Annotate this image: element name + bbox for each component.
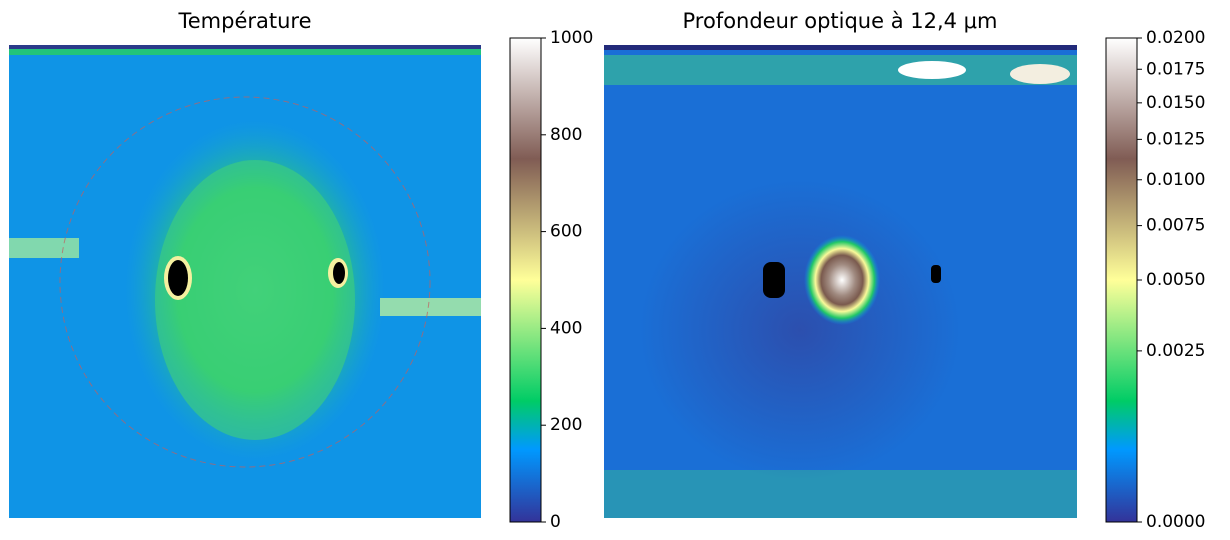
- colorbar-tick-label: 1000: [550, 28, 593, 48]
- colorbar-tick-label: 800: [550, 125, 582, 145]
- colorbar-tick-label: 0: [550, 512, 561, 532]
- chart-title: Température: [177, 9, 311, 33]
- colorbar: [509, 37, 542, 523]
- colorbar-tick-label: 600: [550, 222, 582, 242]
- colorbar-tick-label: 0.0125: [1146, 129, 1205, 149]
- colorbar-tick-label: 0.0075: [1146, 216, 1205, 236]
- colorbar-tick-label: 0.0200: [1146, 28, 1205, 48]
- colorbar-tick-label: 0.0025: [1146, 341, 1205, 361]
- colorbar-tick-label: 0.0050: [1146, 270, 1205, 290]
- chart-title: Profondeur optique à 12,4 μm: [682, 9, 997, 33]
- heatmap-image: [9, 45, 481, 518]
- colorbar: [1105, 37, 1138, 523]
- colorbar-tick-label: 0.0000: [1146, 512, 1205, 532]
- colorbar-tick-label: 0.0175: [1146, 59, 1205, 79]
- colorbar-tick-label: 0.0150: [1146, 93, 1205, 113]
- colorbar-tick-label: 400: [550, 318, 582, 338]
- colorbar-tick-label: 0.0100: [1146, 170, 1205, 190]
- colorbar-tick-label: 200: [550, 415, 582, 435]
- heatmap-image: [604, 45, 1077, 518]
